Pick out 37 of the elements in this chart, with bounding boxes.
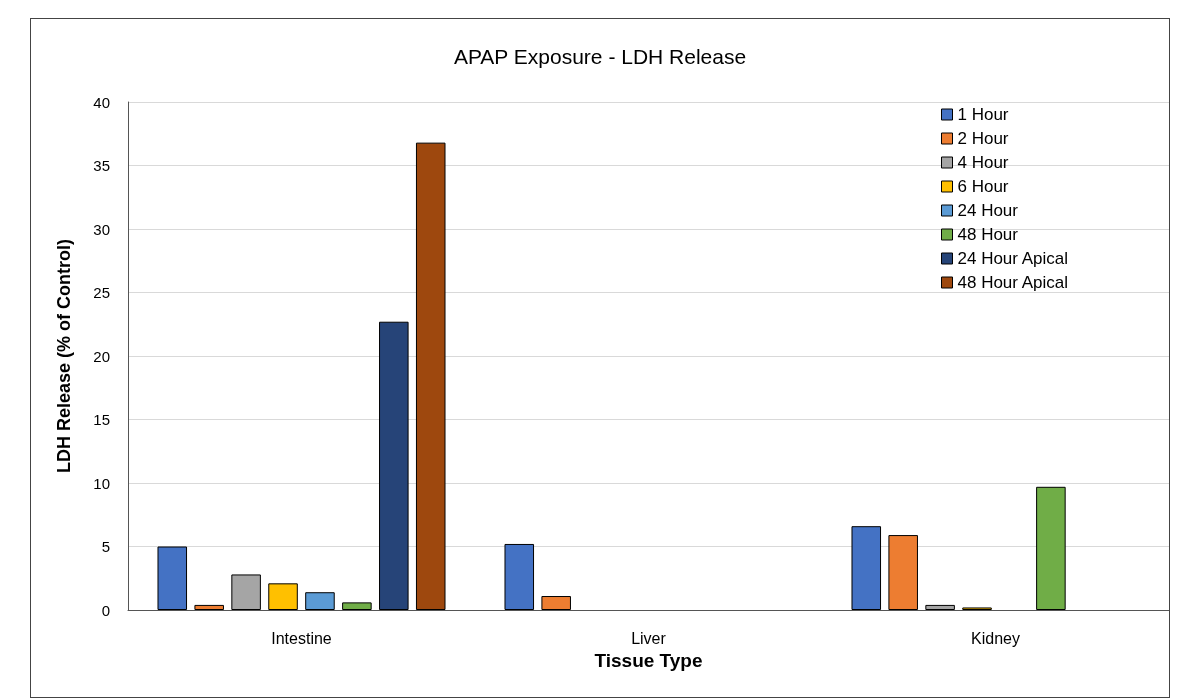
y-tick-label: 10 [93, 474, 110, 492]
bar [415, 142, 446, 610]
bar [925, 604, 955, 610]
legend-label: 1 Hour [957, 105, 1009, 124]
legend-label: 24 Hour [957, 201, 1019, 220]
bar [305, 592, 335, 610]
y-tick-label: 15 [93, 411, 110, 428]
y-tick-label: 35 [93, 157, 110, 174]
bar [379, 321, 409, 610]
legend-label: 24 Hour Apical [957, 249, 1069, 268]
legend-label: 6 Hour [957, 177, 1009, 196]
bar [342, 602, 372, 610]
legend-label: 4 Hour [957, 153, 1009, 172]
y-tick-label: 0 [101, 601, 110, 619]
bar [541, 596, 571, 610]
legend-label: 48 Hour [957, 225, 1019, 244]
bar [888, 535, 918, 610]
x-axis-title: Tissue Type [594, 649, 703, 671]
legend-label: 48 Hour Apical [957, 273, 1069, 292]
bar [851, 526, 882, 610]
x-tick-label: Liver [631, 629, 667, 647]
bar [194, 604, 224, 610]
y-tick-label: 20 [93, 347, 110, 365]
chart-title: APAP Exposure - LDH Release [453, 45, 747, 68]
x-tick-label: Intestine [271, 629, 332, 647]
legend-label: 2 Hour [957, 129, 1009, 148]
y-axis-title: LDH Release (% of Control) [54, 238, 74, 474]
bar [504, 543, 535, 610]
y-tick-label: 25 [93, 284, 110, 301]
bar [268, 583, 298, 610]
y-tick-label: 30 [93, 220, 110, 238]
y-tick-label: 5 [101, 538, 110, 555]
bar [1036, 486, 1066, 610]
bar [231, 574, 261, 610]
bar [157, 546, 188, 610]
y-tick-label: 40 [93, 93, 110, 111]
x-tick-label: Kidney [971, 629, 1020, 647]
